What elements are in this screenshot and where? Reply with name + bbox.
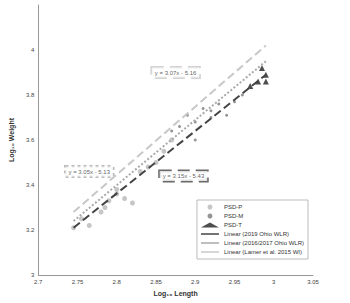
- svg-text:y = 3.05x - 5.13: y = 3.05x - 5.13: [69, 169, 111, 175]
- svg-text:3.4: 3.4: [26, 182, 35, 188]
- svg-text:3.05: 3.05: [307, 279, 319, 285]
- svg-text:y = 3.15x - 5.43: y = 3.15x - 5.43: [163, 173, 205, 179]
- svg-text:2.95: 2.95: [229, 279, 241, 285]
- svg-text:Linear (2019 Ohio WLR): Linear (2019 Ohio WLR): [224, 231, 289, 237]
- svg-text:PSD-M: PSD-M: [224, 213, 243, 219]
- svg-text:Log₁₀ Length: Log₁₀ Length: [154, 290, 198, 298]
- svg-text:3.8: 3.8: [26, 92, 35, 98]
- svg-text:3.6: 3.6: [26, 137, 35, 143]
- svg-text:2.7: 2.7: [34, 279, 43, 285]
- svg-text:2.85: 2.85: [150, 279, 162, 285]
- svg-text:2.9: 2.9: [191, 279, 200, 285]
- svg-text:2.8: 2.8: [113, 279, 122, 285]
- svg-text:y = 3.07x - 5.16: y = 3.07x - 5.16: [155, 70, 197, 76]
- svg-text:Linear (Lamer et al. 2015 WI): Linear (Lamer et al. 2015 WI): [224, 249, 302, 255]
- svg-text:PSD-P: PSD-P: [224, 204, 242, 210]
- svg-text:3: 3: [272, 279, 276, 285]
- svg-text:3: 3: [31, 272, 35, 278]
- svg-text:4: 4: [31, 47, 35, 53]
- svg-text:PSD-T: PSD-T: [224, 222, 242, 228]
- svg-text:Linear (2016/2017 Ohio WLR): Linear (2016/2017 Ohio WLR): [224, 240, 304, 246]
- svg-text:2.75: 2.75: [72, 279, 84, 285]
- svg-text:Log₁₀ Weight: Log₁₀ Weight: [8, 117, 16, 162]
- svg-text:3.2: 3.2: [26, 227, 35, 233]
